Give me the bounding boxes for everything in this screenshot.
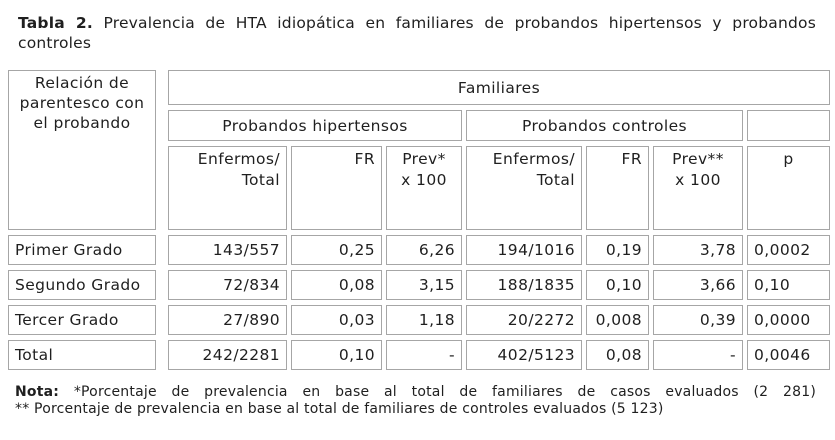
cell-p-value: 0,0046 [747, 340, 830, 370]
caption-text: Prevalencia de HTA idiopática en familia… [103, 14, 816, 32]
header-empty-cell [747, 110, 830, 141]
table-footnote: Nota: *Porcentaje de prevalencia en base… [15, 384, 816, 418]
cell-value: 72/834 [168, 270, 287, 300]
prevalence-table: Relación de parentesco con el probando F… [4, 65, 834, 375]
col-header-fr-hipertensos: FR [291, 146, 382, 230]
col-header-prev-hipertensos: Prev* x 100 [386, 146, 462, 230]
row-label: Segundo Grado [8, 270, 156, 300]
footnote-line-2: ** Porcentaje de prevalencia en base al … [15, 401, 664, 417]
table-row-primer-grado: Primer Grado 143/557 0,25 6,26 194/1016 … [8, 235, 830, 265]
cell-value: 0,008 [586, 305, 649, 335]
footnote-label: Nota: [15, 384, 60, 400]
header-familiares: Familiares [168, 70, 830, 105]
col-header-prev-controles: Prev** x 100 [653, 146, 743, 230]
cell-p-value: 0,10 [747, 270, 830, 300]
cell-value: 402/5123 [466, 340, 582, 370]
col-header-fr-controles: FR [586, 146, 649, 230]
cell-value: 0,08 [291, 270, 382, 300]
cell-value: 188/1835 [466, 270, 582, 300]
row-label: Primer Grado [8, 235, 156, 265]
header-row-familiares: Relación de parentesco con el probando F… [8, 70, 830, 230]
caption-line-1: Tabla 2. Prevalencia de HTA idiopática e… [18, 13, 816, 33]
cell-value: 3,66 [653, 270, 743, 300]
cell-value: 0,39 [653, 305, 743, 335]
header-relacion-parentesco: Relación de parentesco con el probando [8, 70, 156, 230]
cell-value: 0,03 [291, 305, 382, 335]
caption-number: Tabla 2. [18, 14, 93, 32]
cell-value: 0,10 [586, 270, 649, 300]
cell-value: 143/557 [168, 235, 287, 265]
cell-value: 20/2272 [466, 305, 582, 335]
cell-value: 3,78 [653, 235, 743, 265]
cell-value: 0,19 [586, 235, 649, 265]
header-row-subgroups: Probandos hipertensos Probandos controle… [8, 110, 830, 141]
cell-value: 242/2281 [168, 340, 287, 370]
cell-value: 1,18 [386, 305, 462, 335]
cell-value: 27/890 [168, 305, 287, 335]
column-spacer [160, 70, 164, 370]
table-row-total: Total 242/2281 0,10 - 402/5123 0,08 - 0,… [8, 340, 830, 370]
cell-value: 6,26 [386, 235, 462, 265]
cell-value: 0,10 [291, 340, 382, 370]
footnote-line-1: Nota: *Porcentaje de prevalencia en base… [15, 384, 816, 401]
table-row-segundo-grado: Segundo Grado 72/834 0,08 3,15 188/1835 … [8, 270, 830, 300]
cell-value: 3,15 [386, 270, 462, 300]
cell-value: - [386, 340, 462, 370]
caption-line-2: controles [18, 34, 92, 52]
footnote-text-1: *Porcentaje de prevalencia en base al to… [73, 384, 817, 400]
col-header-enfermos-controles: Enfermos/ Total [466, 146, 582, 230]
cell-p-value: 0,0000 [747, 305, 830, 335]
header-probandos-hipertensos: Probandos hipertensos [168, 110, 462, 141]
cell-value: 0,25 [291, 235, 382, 265]
cell-value: 194/1016 [466, 235, 582, 265]
col-header-p: p [747, 146, 830, 230]
cell-value: - [653, 340, 743, 370]
cell-value: 0,08 [586, 340, 649, 370]
row-label: Total [8, 340, 156, 370]
col-header-enfermos-hipertensos: Enfermos/ Total [168, 146, 287, 230]
header-row-columns: Enfermos/ Total FR Prev* x 100 Enfermos/… [8, 146, 830, 230]
table-caption: Tabla 2. Prevalencia de HTA idiopática e… [18, 13, 816, 53]
row-label: Tercer Grado [8, 305, 156, 335]
header-probandos-controles: Probandos controles [466, 110, 743, 141]
table-row-tercer-grado: Tercer Grado 27/890 0,03 1,18 20/2272 0,… [8, 305, 830, 335]
cell-p-value: 0,0002 [747, 235, 830, 265]
